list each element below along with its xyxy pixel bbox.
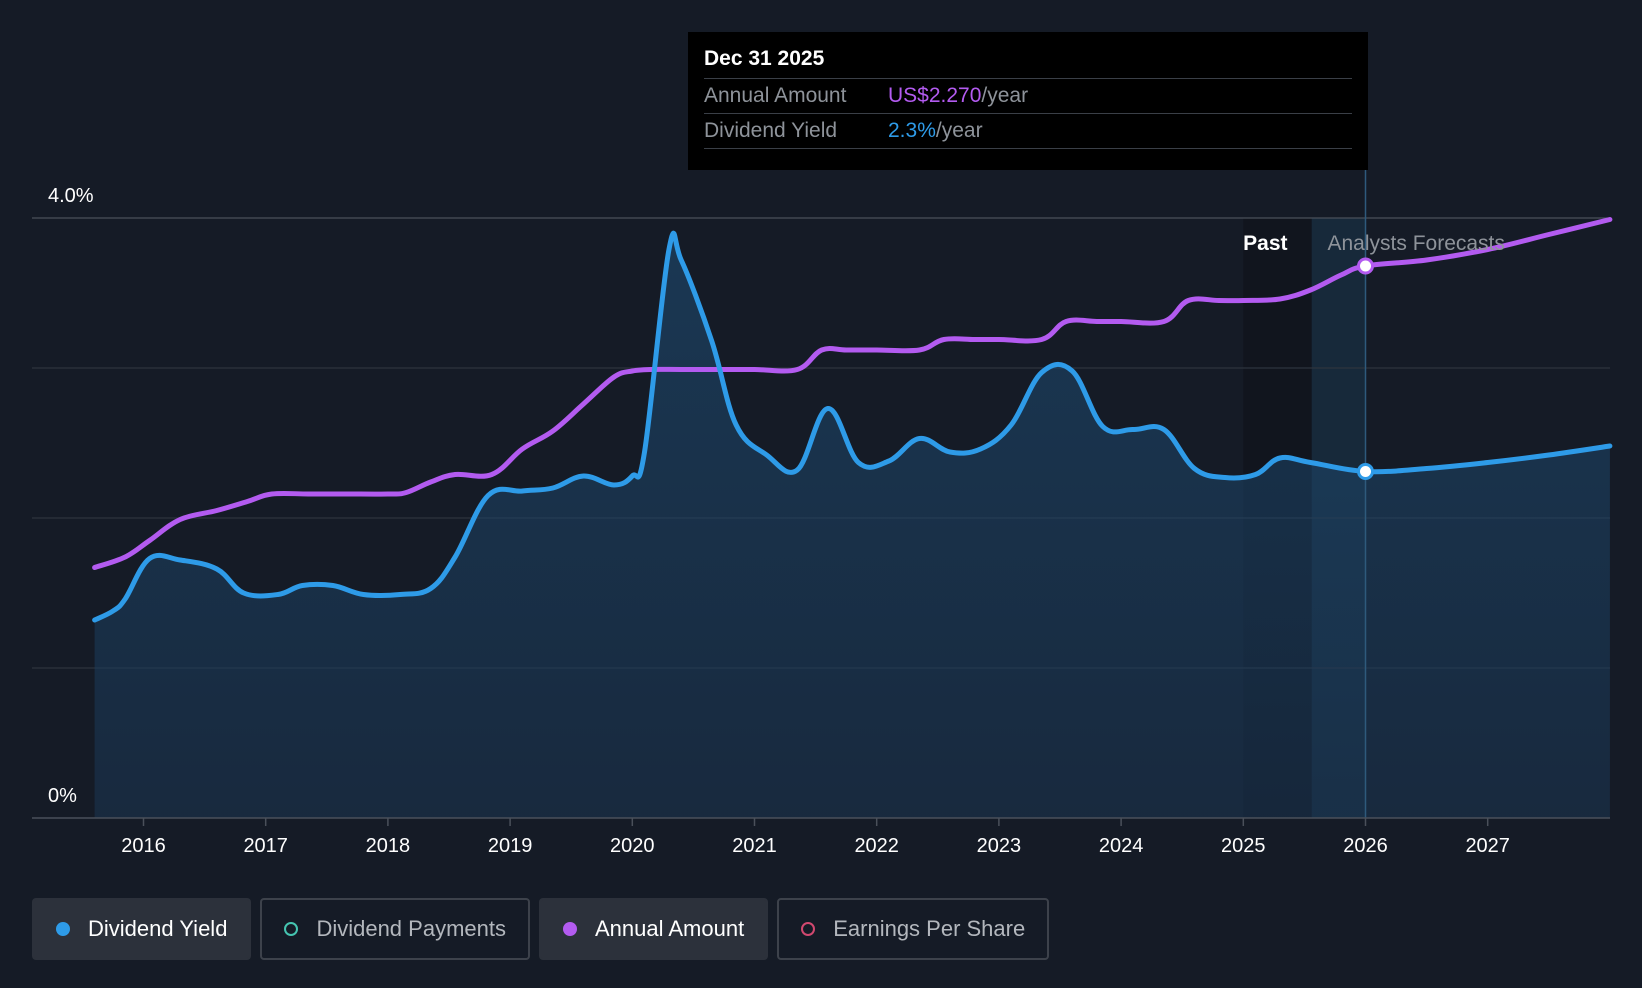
legend-earnings-per-share[interactable]: Earnings Per Share bbox=[777, 898, 1050, 960]
legend-dividend-payments[interactable]: Dividend Payments bbox=[260, 898, 530, 960]
hollow-dot-icon bbox=[801, 922, 816, 936]
x-tick-label: 2021 bbox=[732, 835, 777, 857]
x-tick-label: 2023 bbox=[977, 835, 1022, 857]
y-axis-label-top: 4.0% bbox=[48, 185, 94, 207]
past-label: Past bbox=[1243, 232, 1287, 255]
tooltip-label: Annual Amount bbox=[704, 84, 847, 107]
legend-dividend-yield[interactable]: Dividend Yield bbox=[32, 898, 252, 960]
dividend-yield-line[interactable] bbox=[92, 230, 1613, 623]
x-tick-label: 2019 bbox=[488, 835, 533, 857]
chart-legend: Dividend Yield Dividend Payments Annual … bbox=[32, 898, 1058, 960]
forecast-label: Analysts Forecasts bbox=[1328, 232, 1505, 255]
x-tick-label: 2022 bbox=[854, 835, 899, 857]
tooltip-row-dividend-yield: Dividend Yield 2.3% /year bbox=[704, 114, 1352, 149]
x-tick-label: 2020 bbox=[610, 835, 655, 857]
tooltip-label: Dividend Yield bbox=[704, 119, 838, 142]
dividend-yield-marker[interactable] bbox=[1357, 463, 1374, 480]
x-tick-label: 2018 bbox=[366, 835, 411, 857]
x-tick-label: 2027 bbox=[1465, 835, 1510, 857]
x-tick-label: 2016 bbox=[121, 835, 166, 857]
legend-label: Dividend Payments bbox=[316, 916, 506, 941]
tooltip-row-annual-amount: Annual Amount US$2.270 /year bbox=[704, 79, 1352, 114]
x-axis-ticks: 2016 2017 2018 2019 2020 2021 2022 2023 2024 2025… bbox=[121, 818, 1510, 857]
tooltip-value: US$2.270 bbox=[888, 84, 982, 107]
dividend-yield-area bbox=[94, 233, 1610, 818]
annual-amount-marker[interactable] bbox=[1357, 257, 1374, 275]
legend-label: Annual Amount bbox=[594, 916, 745, 941]
hollow-dot-icon bbox=[284, 922, 299, 936]
legend-label: Earnings Per Share bbox=[833, 916, 1026, 941]
x-tick-label: 2017 bbox=[243, 835, 288, 857]
legend-label: Dividend Yield bbox=[88, 916, 228, 941]
annual-amount-line[interactable] bbox=[92, 217, 1613, 570]
x-tick-label: 2024 bbox=[1099, 835, 1144, 857]
tooltip-date: Dec 31 2025 bbox=[704, 44, 1352, 79]
chart-tooltip: Dec 31 2025 Annual Amount US$2.270 /year… bbox=[688, 32, 1368, 170]
legend-annual-amount[interactable]: Annual Amount bbox=[538, 898, 769, 960]
tooltip-unit: /year bbox=[981, 84, 1029, 107]
x-tick-label: 2025 bbox=[1221, 835, 1266, 857]
x-tick-label: 2026 bbox=[1343, 835, 1388, 857]
tooltip-value: 2.3% bbox=[888, 119, 936, 142]
tooltip-unit: /year bbox=[935, 119, 983, 142]
filled-dot-icon bbox=[56, 922, 70, 936]
filled-dot-icon bbox=[562, 922, 577, 936]
y-axis-label-bottom: 0% bbox=[48, 785, 77, 807]
